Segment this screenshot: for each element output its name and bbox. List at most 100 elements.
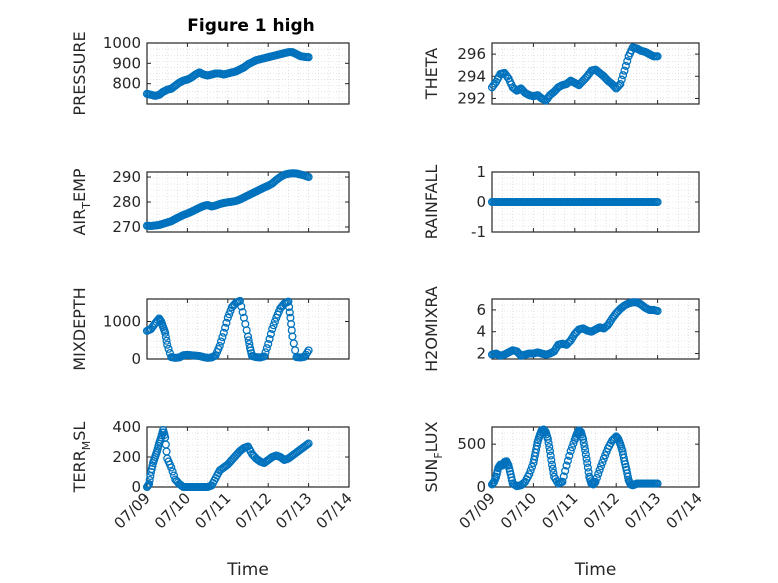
data-point (653, 52, 662, 61)
x-tick-label: 07/11 (191, 489, 234, 532)
data-point (583, 458, 592, 468)
data-point (559, 472, 568, 481)
series-mixdepth (142, 296, 313, 362)
data-point (653, 479, 662, 488)
data-point (580, 442, 589, 451)
data-point (562, 461, 571, 470)
data-point (304, 53, 313, 62)
x-tick-label: 07/14 (663, 489, 706, 532)
data-point (235, 296, 244, 305)
data-point (223, 313, 232, 322)
y-tick-label: 1000 (103, 34, 141, 52)
data-point (653, 197, 662, 207)
data-point (164, 344, 173, 353)
x-tick-label: 07/12 (580, 489, 623, 532)
data-point (270, 317, 279, 326)
x-tick-label: 07/13 (272, 489, 315, 532)
y-tick-label: 292 (457, 89, 486, 107)
y-tick-label: 400 (112, 418, 141, 436)
y-tick-label: 200 (112, 448, 141, 466)
data-point (595, 465, 604, 474)
data-point (545, 446, 555, 456)
data-point (285, 302, 294, 312)
data-point (238, 308, 247, 317)
panel-air_temp: 270 280 290 AIRTEMP (70, 168, 350, 236)
data-point (217, 337, 226, 346)
axes-box-theta (491, 42, 700, 105)
data-point (269, 321, 278, 330)
data-point (547, 460, 557, 469)
data-point (616, 79, 625, 89)
data-point (215, 341, 224, 350)
data-point (596, 462, 606, 471)
data-point (594, 469, 603, 478)
grid-pressure (146, 43, 350, 104)
data-point (527, 462, 537, 471)
x-tick-label: 07/11 (538, 489, 581, 532)
panel-mixdepth: 0 1000 MIXDEPTH (70, 287, 350, 371)
data-point (623, 57, 632, 66)
data-point (243, 332, 253, 341)
y-tick-label: 500 (457, 435, 486, 453)
data-point (548, 464, 557, 473)
data-point (558, 477, 567, 486)
data-point (168, 467, 177, 476)
data-point (567, 443, 577, 452)
data-point (304, 439, 313, 448)
data-point (620, 66, 629, 75)
panel-pressure: 800 900 1000 PRESSURE (70, 31, 350, 116)
y-axis-label: RAINFALL (422, 165, 441, 240)
data-point (219, 328, 228, 337)
data-point (218, 333, 227, 342)
data-point (265, 334, 274, 344)
panel-rainfall: -1 0 1 RAINFALL (422, 163, 700, 241)
y-tick-label: 290 (112, 168, 141, 186)
data-point (144, 479, 154, 489)
y-tick-label: 294 (457, 67, 486, 85)
data-point (225, 310, 234, 319)
y-tick-label: 6 (476, 301, 486, 319)
x-tick-label: 07/10 (497, 489, 540, 532)
data-point (261, 348, 270, 357)
data-point (266, 329, 275, 339)
data-point (262, 344, 271, 353)
y-axis-label: PRESSURE (70, 31, 89, 115)
y-tick-label: 270 (112, 218, 141, 236)
data-point (167, 463, 176, 472)
data-point (561, 466, 570, 476)
data-point (161, 328, 170, 337)
data-point (260, 352, 269, 361)
y-tick-label: 1 (476, 163, 486, 181)
y-tick-label: -1 (471, 223, 486, 241)
y-tick-label: 0 (476, 193, 486, 211)
data-point (563, 456, 572, 465)
data-point (244, 336, 253, 345)
data-point (598, 458, 607, 467)
x-tick-label: 07/12 (232, 489, 275, 532)
y-axis-label: MIXDEPTH (70, 287, 89, 370)
y-tick-label: 0 (131, 350, 141, 368)
data-point (285, 308, 294, 317)
data-point (619, 71, 628, 80)
data-point (547, 456, 556, 465)
data-point (653, 306, 662, 316)
data-point (545, 442, 554, 452)
data-point (304, 172, 313, 182)
y-axis-label: TERRMSL (70, 422, 93, 494)
data-point (579, 438, 588, 447)
data-point (592, 473, 601, 482)
data-point (237, 302, 246, 311)
data-point (163, 340, 172, 349)
data-point (526, 466, 535, 475)
data-point (162, 336, 171, 345)
y-axis-label: THETA (422, 48, 441, 100)
data-point (221, 323, 230, 332)
panel-sun_flux: 050007/0907/1007/1107/1207/1307/14TimeSU… (422, 421, 706, 580)
series-sun_flux (487, 425, 662, 491)
data-point (565, 451, 574, 460)
data-point (591, 477, 600, 486)
series-pressure (142, 48, 313, 100)
data-point (581, 446, 590, 455)
axes-box-pressure (146, 42, 350, 105)
